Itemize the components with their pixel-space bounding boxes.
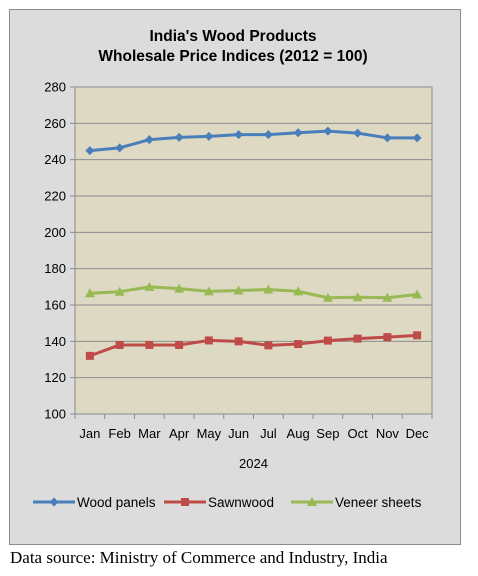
- series-line: [89, 333, 418, 358]
- data-point: [382, 292, 393, 302]
- x-axis-ticks: Jan Feb Mar Apr May Jun Jul Aug Sep Oct Nov Dec: [74, 414, 433, 441]
- data-point: [412, 289, 423, 299]
- y-tick-label: 200: [44, 225, 66, 240]
- y-axis-ticks: 100 120 140 160 180 200 220 240 260 280: [44, 80, 75, 422]
- series-line: [89, 129, 418, 153]
- data-point: [144, 281, 155, 291]
- data-point: [322, 292, 333, 302]
- legend-swatch-marker: [49, 497, 59, 507]
- data-point: [115, 143, 125, 153]
- data-point: [264, 341, 273, 350]
- legend-label: Veneer sheets: [335, 495, 422, 510]
- x-tick-label: Dec: [406, 426, 430, 441]
- y-tick-label: 120: [44, 370, 66, 385]
- legend-entry: Veneer sheets: [291, 495, 422, 510]
- data-point: [382, 133, 392, 143]
- legend-label: Sawnwood: [208, 495, 274, 510]
- data-point: [85, 146, 95, 156]
- data-point: [204, 336, 213, 345]
- data-point: [234, 130, 244, 140]
- data-point: [353, 128, 363, 138]
- x-tick-label: Mar: [138, 426, 161, 441]
- legend-swatch-marker: [181, 498, 189, 506]
- y-tick-label: 160: [44, 298, 66, 313]
- data-point: [233, 285, 244, 295]
- data-point: [174, 283, 185, 293]
- x-tick-label: May: [197, 426, 222, 441]
- data-point: [85, 351, 94, 360]
- chart-subtitle: Wholesale Price Indices (2012 = 100): [98, 48, 367, 65]
- x-tick-label: Feb: [108, 426, 130, 441]
- series-wood-panels: [85, 126, 422, 156]
- data-point: [263, 284, 274, 294]
- x-tick-label: Jan: [79, 426, 100, 441]
- series-line: [89, 285, 418, 300]
- x-tick-label: Aug: [287, 426, 310, 441]
- y-tick-label: 220: [44, 189, 66, 204]
- data-point: [263, 130, 273, 140]
- data-point: [353, 334, 362, 343]
- data-source-note: Data source: Ministry of Commerce and In…: [10, 548, 388, 567]
- data-point: [114, 286, 125, 296]
- data-point: [352, 292, 363, 302]
- data-point: [84, 288, 95, 298]
- data-point: [144, 135, 154, 145]
- x-tick-label: Jul: [260, 426, 277, 441]
- y-tick-label: 260: [44, 116, 66, 131]
- data-point: [204, 131, 214, 141]
- data-point: [413, 331, 422, 340]
- legend-entry: Wood panels: [33, 495, 156, 510]
- legend: Wood panels Sawnwood Veneer sheets: [33, 495, 422, 510]
- data-point: [145, 340, 154, 349]
- y-tick-label: 240: [44, 152, 66, 167]
- data-point: [203, 286, 214, 296]
- y-tick-label: 180: [44, 261, 66, 276]
- y-tick-label: 100: [44, 407, 66, 422]
- y-tick-label: 280: [44, 80, 66, 95]
- data-point: [175, 340, 184, 349]
- data-point: [323, 126, 333, 136]
- series-sawnwood: [85, 331, 422, 360]
- series-veneer-sheets: [84, 281, 423, 302]
- x-tick-label: Apr: [169, 426, 190, 441]
- x-tick-label: Jun: [228, 426, 249, 441]
- data-point: [294, 340, 303, 349]
- x-axis-label: 2024: [239, 456, 268, 471]
- plot-area: [74, 86, 433, 415]
- x-tick-label: Oct: [348, 426, 369, 441]
- chart-title: India's Wood Products: [149, 28, 316, 45]
- data-point: [234, 337, 243, 346]
- data-point: [293, 286, 304, 296]
- data-point: [383, 333, 392, 342]
- grid-lines: [75, 122, 432, 379]
- data-point: [323, 336, 332, 345]
- x-tick-label: Sep: [316, 426, 339, 441]
- data-point: [174, 132, 184, 142]
- data-point: [293, 128, 303, 138]
- legend-label: Wood panels: [77, 495, 156, 510]
- series-layer: [84, 126, 423, 360]
- legend-entry: Sawnwood: [164, 495, 274, 510]
- data-point: [412, 133, 422, 143]
- data-point: [115, 340, 124, 349]
- legend-swatch-marker: [307, 497, 317, 506]
- x-tick-label: Nov: [376, 426, 400, 441]
- y-tick-label: 140: [44, 334, 66, 349]
